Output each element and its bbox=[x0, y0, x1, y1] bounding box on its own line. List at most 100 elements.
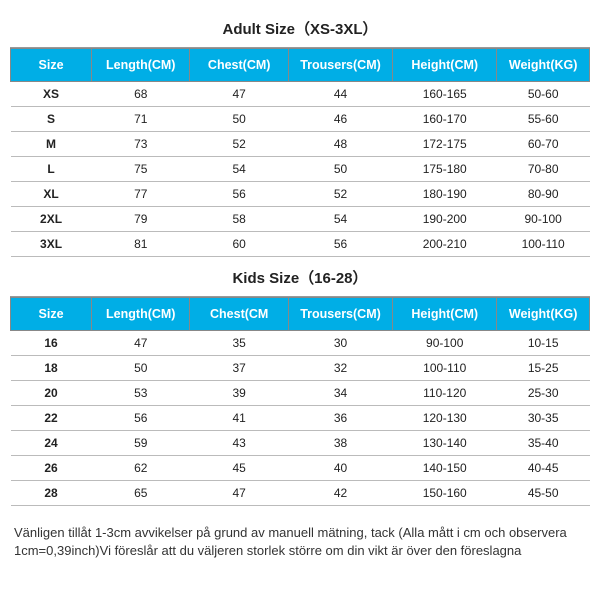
cell-value: 54 bbox=[190, 157, 288, 182]
col-trousers: Trousers(CM) bbox=[288, 298, 392, 331]
table-row: XL775652180-19080-90 bbox=[11, 182, 590, 207]
table-row: S715046160-17055-60 bbox=[11, 107, 590, 132]
col-length: Length(CM) bbox=[92, 49, 190, 82]
cell-value: 30-35 bbox=[497, 406, 590, 431]
kids-section-title: Kids Size（16-28） bbox=[10, 257, 590, 297]
cell-size: 20 bbox=[11, 381, 92, 406]
cell-value: 75 bbox=[92, 157, 190, 182]
cell-value: 38 bbox=[288, 431, 392, 456]
table-row: L755450175-18070-80 bbox=[11, 157, 590, 182]
cell-value: 180-190 bbox=[393, 182, 497, 207]
cell-value: 34 bbox=[288, 381, 392, 406]
cell-value: 90-100 bbox=[497, 207, 590, 232]
cell-size: XS bbox=[11, 82, 92, 107]
cell-value: 50-60 bbox=[497, 82, 590, 107]
footnote-text: Vänligen tillåt 1-3cm avvikelser på grun… bbox=[0, 506, 600, 560]
col-trousers: Trousers(CM) bbox=[288, 49, 392, 82]
col-size: Size bbox=[11, 49, 92, 82]
cell-value: 43 bbox=[190, 431, 288, 456]
table-row: 24594338130-14035-40 bbox=[11, 431, 590, 456]
cell-value: 140-150 bbox=[393, 456, 497, 481]
cell-size: 18 bbox=[11, 356, 92, 381]
col-weight: Weight(KG) bbox=[497, 49, 590, 82]
table-row: 2XL795854190-20090-100 bbox=[11, 207, 590, 232]
cell-value: 59 bbox=[92, 431, 190, 456]
cell-value: 15-25 bbox=[497, 356, 590, 381]
cell-value: 60 bbox=[190, 232, 288, 257]
cell-value: 160-170 bbox=[393, 107, 497, 132]
cell-value: 56 bbox=[190, 182, 288, 207]
cell-value: 52 bbox=[190, 132, 288, 157]
cell-value: 160-165 bbox=[393, 82, 497, 107]
cell-value: 54 bbox=[288, 207, 392, 232]
col-weight: Weight(KG) bbox=[497, 298, 590, 331]
cell-size: S bbox=[11, 107, 92, 132]
cell-value: 70-80 bbox=[497, 157, 590, 182]
cell-value: 47 bbox=[92, 331, 190, 356]
cell-value: 190-200 bbox=[393, 207, 497, 232]
table-row: 18503732100-11015-25 bbox=[11, 356, 590, 381]
cell-value: 172-175 bbox=[393, 132, 497, 157]
cell-size: XL bbox=[11, 182, 92, 207]
cell-value: 77 bbox=[92, 182, 190, 207]
cell-value: 37 bbox=[190, 356, 288, 381]
table-row: 28654742150-16045-50 bbox=[11, 481, 590, 506]
cell-value: 120-130 bbox=[393, 406, 497, 431]
table-row: 20533934110-12025-30 bbox=[11, 381, 590, 406]
table-row: 26624540140-15040-45 bbox=[11, 456, 590, 481]
cell-value: 55-60 bbox=[497, 107, 590, 132]
adult-section-title: Adult Size（XS-3XL） bbox=[10, 8, 590, 48]
cell-value: 35-40 bbox=[497, 431, 590, 456]
cell-value: 53 bbox=[92, 381, 190, 406]
cell-value: 150-160 bbox=[393, 481, 497, 506]
cell-value: 80-90 bbox=[497, 182, 590, 207]
cell-value: 62 bbox=[92, 456, 190, 481]
adult-header-row: Size Length(CM) Chest(CM) Trousers(CM) H… bbox=[11, 49, 590, 82]
cell-value: 42 bbox=[288, 481, 392, 506]
kids-header-row: Size Length(CM) Chest(CM Trousers(CM) He… bbox=[11, 298, 590, 331]
cell-value: 50 bbox=[190, 107, 288, 132]
cell-value: 71 bbox=[92, 107, 190, 132]
cell-value: 32 bbox=[288, 356, 392, 381]
cell-value: 48 bbox=[288, 132, 392, 157]
cell-value: 50 bbox=[92, 356, 190, 381]
cell-size: 28 bbox=[11, 481, 92, 506]
table-row: 22564136120-13030-35 bbox=[11, 406, 590, 431]
cell-value: 25-30 bbox=[497, 381, 590, 406]
col-size: Size bbox=[11, 298, 92, 331]
cell-value: 110-120 bbox=[393, 381, 497, 406]
cell-value: 39 bbox=[190, 381, 288, 406]
col-length: Length(CM) bbox=[92, 298, 190, 331]
cell-size: L bbox=[11, 157, 92, 182]
col-height: Height(CM) bbox=[393, 49, 497, 82]
cell-value: 60-70 bbox=[497, 132, 590, 157]
col-chest: Chest(CM) bbox=[190, 49, 288, 82]
cell-value: 56 bbox=[288, 232, 392, 257]
cell-value: 40-45 bbox=[497, 456, 590, 481]
kids-size-table: Size Length(CM) Chest(CM Trousers(CM) He… bbox=[10, 297, 590, 506]
cell-value: 50 bbox=[288, 157, 392, 182]
cell-value: 100-110 bbox=[393, 356, 497, 381]
adult-tbody: XS684744160-16550-60S715046160-17055-60M… bbox=[11, 82, 590, 257]
cell-size: M bbox=[11, 132, 92, 157]
cell-value: 40 bbox=[288, 456, 392, 481]
cell-value: 100-110 bbox=[497, 232, 590, 257]
cell-value: 200-210 bbox=[393, 232, 497, 257]
cell-value: 81 bbox=[92, 232, 190, 257]
cell-value: 130-140 bbox=[393, 431, 497, 456]
col-height: Height(CM) bbox=[393, 298, 497, 331]
cell-value: 30 bbox=[288, 331, 392, 356]
cell-value: 45-50 bbox=[497, 481, 590, 506]
table-row: XS684744160-16550-60 bbox=[11, 82, 590, 107]
cell-size: 24 bbox=[11, 431, 92, 456]
cell-size: 3XL bbox=[11, 232, 92, 257]
cell-value: 46 bbox=[288, 107, 392, 132]
table-row: 1647353090-10010-15 bbox=[11, 331, 590, 356]
table-row: 3XL816056200-210100-110 bbox=[11, 232, 590, 257]
kids-tbody: 1647353090-10010-1518503732100-11015-252… bbox=[11, 331, 590, 506]
cell-value: 73 bbox=[92, 132, 190, 157]
table-row: M735248172-17560-70 bbox=[11, 132, 590, 157]
cell-value: 45 bbox=[190, 456, 288, 481]
cell-value: 10-15 bbox=[497, 331, 590, 356]
cell-value: 56 bbox=[92, 406, 190, 431]
